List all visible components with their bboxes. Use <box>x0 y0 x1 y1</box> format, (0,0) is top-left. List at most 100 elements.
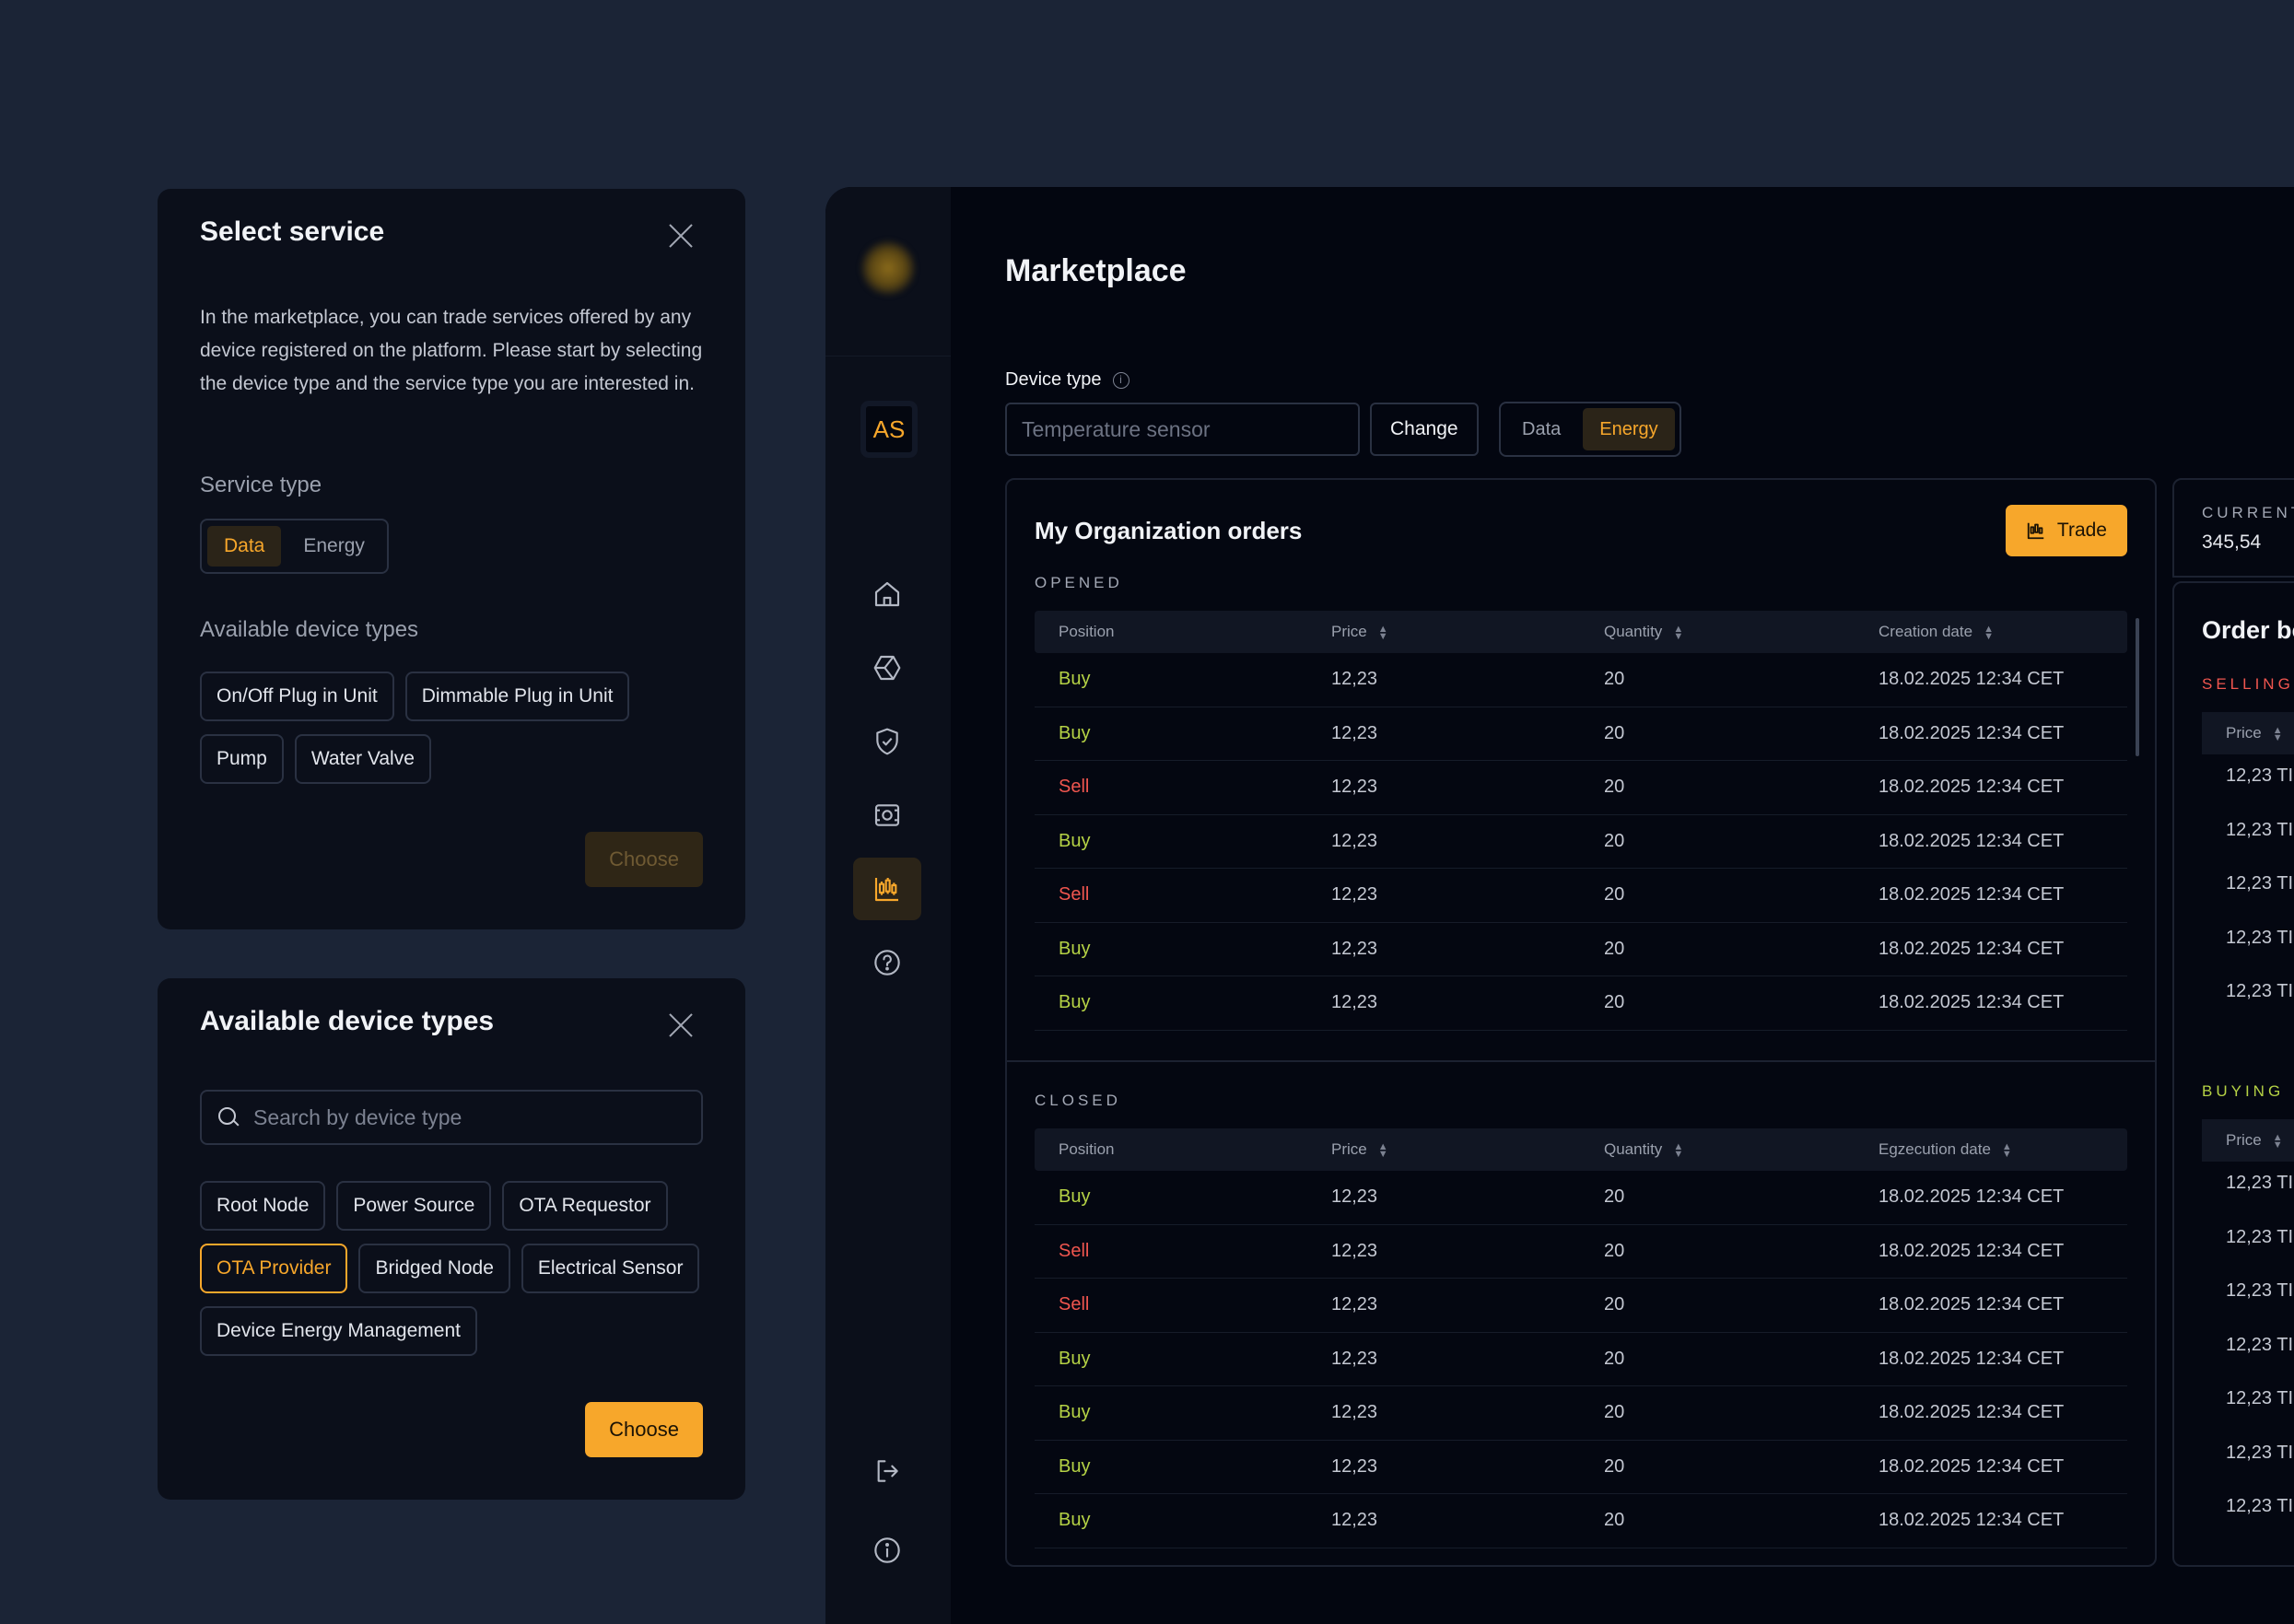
scrollbar[interactable] <box>2136 618 2139 756</box>
shield-check-icon[interactable] <box>853 710 921 773</box>
current-label: CURRENT <box>2202 504 2294 521</box>
device-chip-pump[interactable]: Pump <box>200 734 284 784</box>
column-price[interactable]: Price ▲ ▼ <box>1331 1140 1604 1159</box>
column-quantity[interactable]: Quantity ▲ ▼ <box>1604 1140 1879 1159</box>
order-book-row[interactable]: 12,23 TI <box>2226 873 2294 894</box>
device-chip-water-valve[interactable]: Water Valve <box>294 734 431 784</box>
table-row[interactable]: Buy 12,23 20 18.02.2025 12:34 CET <box>1035 815 2127 869</box>
logo <box>860 240 916 296</box>
column-quantity[interactable]: Quantity ▲ ▼ <box>1604 623 1879 641</box>
close-icon[interactable] <box>667 1011 695 1039</box>
sort-icon[interactable]: ▲ ▼ <box>1984 623 1994 642</box>
price-column-header[interactable]: Price ▲ ▼ <box>2202 712 2294 754</box>
logout-icon[interactable] <box>853 1440 921 1502</box>
service-type-energy[interactable]: Energy <box>303 535 365 556</box>
device-chip-root-node[interactable]: Root Node <box>200 1181 326 1231</box>
table-row[interactable]: Buy 12,23 20 18.02.2025 12:34 CET <box>1035 1386 2127 1441</box>
device-chip-power-source[interactable]: Power Source <box>336 1181 492 1231</box>
order-book-row[interactable]: 12,23 TI <box>2226 1442 2294 1463</box>
date-cell: 18.02.2025 12:34 CET <box>1879 1455 2065 1477</box>
avatar[interactable]: AS <box>860 401 918 458</box>
table-row[interactable]: Buy 12,23 20 18.02.2025 12:34 CET <box>1035 1494 2127 1548</box>
device-chip-electrical-sensor[interactable]: Electrical Sensor <box>521 1244 700 1293</box>
sort-icon[interactable]: ▲ ▼ <box>1377 1140 1388 1160</box>
order-book-panel: Order bo SELLING Price ▲▼ 12,23 TI 12,23 T… <box>2172 581 2294 1567</box>
table-row[interactable]: Buy 12,23 20 18.02.2025 12:34 CET <box>1035 976 2127 1031</box>
sort-icon[interactable]: ▲ ▼ <box>2001 1140 2012 1160</box>
price-column-header[interactable]: Price ▲ ▼ <box>2202 1119 2294 1162</box>
order-book-row[interactable]: 12,23 TI <box>2226 1280 2294 1301</box>
hexagon-icon[interactable] <box>853 637 921 699</box>
price-cell: 12,23 <box>1331 1348 1378 1369</box>
selling-label: SELLING <box>2202 675 2294 693</box>
order-book-row[interactable]: 12,23 TI <box>2226 1173 2294 1193</box>
device-chip-ota-requestor[interactable]: OTA Requestor <box>502 1181 668 1231</box>
help-icon[interactable] <box>853 931 921 994</box>
service-type-energy[interactable]: Energy <box>1583 408 1675 450</box>
quantity-cell: 20 <box>1604 1510 1625 1531</box>
quantity-cell: 20 <box>1604 1402 1625 1423</box>
column-quantity-label: Quantity <box>1604 1140 1663 1158</box>
table-row[interactable]: Sell 12,23 20 18.02.2025 12:34 CET <box>1035 1225 2127 1279</box>
order-book-row[interactable]: 12,23 TI <box>2226 1496 2294 1516</box>
device-chip-on-off-plug[interactable]: On/Off Plug in Unit <box>200 672 394 721</box>
close-icon[interactable] <box>667 222 695 250</box>
date-cell: 18.02.2025 12:34 CET <box>1879 1240 2065 1261</box>
column-execution-date[interactable]: Egzecution date ▲ ▼ <box>1879 1140 2127 1159</box>
device-types-modal: Available device types Root Node Power S… <box>158 978 745 1500</box>
quantity-cell: 20 <box>1604 1455 1625 1477</box>
table-row[interactable]: Buy 12,23 20 18.02.2025 12:34 CET <box>1035 707 2127 761</box>
service-type-data[interactable]: Data <box>1522 419 1562 439</box>
column-creation-date[interactable]: Creation date ▲ ▼ <box>1879 623 2127 641</box>
quantity-cell: 20 <box>1604 777 1625 798</box>
order-book-row[interactable]: 12,23 TI <box>2226 1388 2294 1408</box>
device-chip-ota-provider[interactable]: OTA Provider <box>200 1244 348 1293</box>
change-button[interactable]: Change <box>1370 403 1479 456</box>
choose-button[interactable]: Choose <box>585 1402 703 1457</box>
table-row[interactable]: Sell 12,23 20 18.02.2025 12:34 CET <box>1035 1279 2127 1333</box>
table-row[interactable]: Buy 12,23 20 18.02.2025 12:34 CET <box>1035 923 2127 976</box>
order-book-title: Order bo <box>2202 616 2294 644</box>
quantity-cell: 20 <box>1604 830 1625 851</box>
table-row[interactable]: Sell 12,23 20 18.02.2025 12:34 CET <box>1035 869 2127 923</box>
order-book-row[interactable]: 12,23 TI <box>2226 1226 2294 1247</box>
device-type-label: Device type i <box>1005 369 1129 391</box>
position-cell: Buy <box>1059 1186 1091 1208</box>
sort-icon[interactable]: ▲ ▼ <box>2272 1131 2283 1151</box>
column-price-label: Price <box>1331 623 1367 640</box>
column-price[interactable]: Price ▲ ▼ <box>1331 623 1604 641</box>
sort-icon[interactable]: ▲ ▼ <box>1673 623 1684 642</box>
price-column-label: Price <box>2226 1131 2262 1149</box>
trade-button[interactable]: Trade <box>2005 505 2127 556</box>
device-chip-device-energy-management[interactable]: Device Energy Management <box>200 1306 477 1356</box>
modal-title: Available device types <box>200 1006 495 1036</box>
order-book-row[interactable]: 12,23 TI <box>2226 819 2294 840</box>
sort-icon[interactable]: ▲ ▼ <box>1377 623 1388 642</box>
device-chip-bridged-node[interactable]: Bridged Node <box>358 1244 510 1293</box>
info-icon[interactable] <box>853 1519 921 1582</box>
price-cell: 12,23 <box>1331 1402 1378 1423</box>
order-book-row[interactable]: 12,23 TI <box>2226 981 2294 1001</box>
price-cell: 12,23 <box>1331 1455 1378 1477</box>
choose-button-disabled[interactable]: Choose <box>585 832 703 887</box>
search-input[interactable] <box>253 1104 696 1130</box>
current-price-panel: CURRENT 345,54 <box>2172 478 2294 578</box>
home-icon[interactable] <box>853 563 921 625</box>
sort-icon[interactable]: ▲ ▼ <box>2272 724 2283 743</box>
table-row[interactable]: Buy 12,23 20 18.02.2025 12:34 CET <box>1035 1333 2127 1386</box>
table-row[interactable]: Buy 12,23 20 18.02.2025 12:34 CET <box>1035 1441 2127 1494</box>
device-type-chips: Root Node Power Source OTA Requestor OTA… <box>200 1181 716 1356</box>
device-chip-dimmable-plug[interactable]: Dimmable Plug in Unit <box>404 672 630 721</box>
candlestick-chart-icon[interactable] <box>853 858 921 920</box>
order-book-row[interactable]: 12,23 TI <box>2226 1334 2294 1355</box>
order-book-row[interactable]: 12,23 TI <box>2226 765 2294 786</box>
info-icon[interactable]: i <box>1112 371 1129 389</box>
table-row[interactable]: Buy 12,23 20 18.02.2025 12:34 CET <box>1035 653 2127 707</box>
table-row[interactable]: Sell 12,23 20 18.02.2025 12:34 CET <box>1035 761 2127 815</box>
sort-icon[interactable]: ▲ ▼ <box>1673 1140 1684 1160</box>
service-type-data[interactable]: Data <box>207 526 282 567</box>
table-row[interactable]: Buy 12,23 20 18.02.2025 12:34 CET <box>1035 1171 2127 1225</box>
device-type-input[interactable] <box>1005 403 1360 456</box>
camera-sensor-icon[interactable] <box>853 784 921 847</box>
order-book-row[interactable]: 12,23 TI <box>2226 927 2294 948</box>
